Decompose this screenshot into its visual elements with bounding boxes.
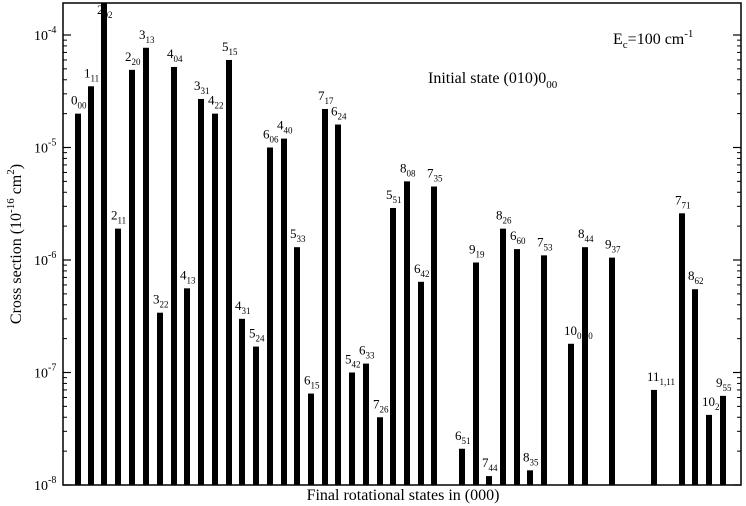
- bar-label: 515: [222, 39, 238, 57]
- bar-3-22: [157, 312, 163, 485]
- bar-label: 717: [318, 88, 334, 106]
- bar-7-44: [486, 476, 492, 485]
- bar-label: 220: [125, 49, 141, 67]
- bar-7-53: [541, 255, 547, 485]
- bar-7-71: [679, 213, 685, 485]
- bar-4-22: [212, 113, 218, 485]
- bar-8-08: [404, 181, 410, 485]
- bar-8-26: [500, 228, 506, 486]
- bar-label: 955: [716, 375, 732, 393]
- bar-label: 542: [345, 352, 361, 370]
- bar-9-37: [609, 257, 615, 485]
- y-tick-label: 10-6: [34, 250, 56, 269]
- bar-label: 615: [304, 373, 320, 391]
- bar-6-06: [267, 147, 273, 485]
- bar-5-51: [390, 207, 396, 485]
- bar-8-35: [527, 470, 533, 485]
- bar-label: 642: [414, 261, 430, 279]
- plot-frame: [62, 2, 742, 486]
- bar-3-13: [143, 47, 149, 485]
- y-tick-label: 10-5: [34, 138, 56, 157]
- bar-6-15: [308, 393, 314, 485]
- bar-label: 331: [194, 78, 210, 96]
- bar-label: 735: [427, 166, 443, 184]
- y-tick-label: 10-8: [34, 475, 56, 494]
- bar-label: 524: [249, 326, 265, 344]
- bar-4-04: [171, 66, 177, 486]
- bar-label: 771: [675, 192, 691, 210]
- bar-label: 111,11: [647, 369, 675, 387]
- collision-energy-annotation: Ec=100 cm-1: [613, 28, 693, 51]
- bar-label: 862: [688, 268, 704, 286]
- bar-label: 844: [578, 226, 594, 244]
- bar-label: 211: [111, 208, 126, 226]
- bar-4-13: [184, 288, 190, 485]
- bar-label: 826: [496, 208, 512, 226]
- bar-label: 322: [153, 292, 169, 310]
- bar-7-17: [322, 108, 328, 485]
- bar-label: 1028: [702, 394, 725, 412]
- bar-label: 533: [290, 226, 306, 244]
- bar-9-19: [473, 262, 479, 485]
- x-axis-title: Final rotational states in (000): [307, 487, 500, 504]
- bar-label: 440: [277, 118, 293, 136]
- bar-7-26: [377, 417, 383, 485]
- bar-label: 431: [235, 298, 251, 316]
- bar-5-24: [253, 346, 259, 485]
- bar-label: 937: [605, 237, 621, 255]
- bar-label: 111: [84, 65, 99, 83]
- bar-4-40: [281, 138, 287, 486]
- bar-7-35: [431, 186, 437, 485]
- bar-label: 660: [510, 228, 526, 246]
- bar-2-02: [101, 3, 107, 485]
- y-axis-ticks: 10-8 10-7 10-6 10-5 10-4: [34, 25, 741, 494]
- bar-label: 624: [331, 104, 347, 122]
- bar-5-42: [349, 372, 355, 485]
- bars-layer: [75, 3, 726, 486]
- bar-5-33: [294, 247, 300, 485]
- bar-label: 202: [97, 2, 113, 20]
- bar-label: 726: [373, 396, 389, 414]
- bar-6-33: [363, 363, 369, 485]
- bar-5-15: [226, 59, 232, 486]
- bar-label: 633: [359, 343, 375, 361]
- bar-label: 808: [400, 160, 416, 178]
- bar-label: 919: [469, 242, 485, 260]
- bar-2-11: [115, 228, 121, 486]
- bar-label: 404: [167, 46, 183, 64]
- bar-11-1-11: [651, 389, 657, 485]
- bar-label: 753: [537, 234, 553, 252]
- y-tick-label: 10-7: [34, 363, 56, 382]
- bar-6-24: [335, 124, 341, 485]
- bar-10-0-10: [568, 343, 574, 485]
- bar-label: 551: [386, 187, 402, 205]
- bar-6-60: [514, 249, 520, 485]
- bar-6-51: [459, 448, 465, 485]
- bar-label: 744: [482, 455, 498, 473]
- bar-0-00: [75, 113, 81, 485]
- bar-label: 835: [523, 449, 539, 467]
- bar-label: 000: [71, 93, 87, 111]
- bar-9-55: [720, 395, 726, 485]
- bar-4-31: [239, 318, 245, 485]
- bar-label: 413: [180, 267, 196, 285]
- bar-label: 606: [263, 127, 279, 145]
- bar-label: 651: [455, 428, 471, 446]
- bar-3-31: [198, 98, 204, 486]
- y-axis-title: Cross section (10-16 cm2): [5, 164, 25, 324]
- bar-2-20: [129, 69, 135, 486]
- initial-state-annotation: Initial state (010)000: [428, 70, 558, 91]
- bar-8-62: [692, 289, 698, 485]
- bar-label: 422: [208, 93, 224, 111]
- y-tick-label: 10-4: [34, 25, 56, 44]
- bar-label: 313: [139, 27, 155, 45]
- bar-10-28: [706, 414, 712, 485]
- bar-6-42: [418, 281, 424, 485]
- bar-1-11: [88, 86, 94, 485]
- bar-8-44: [582, 247, 588, 485]
- bar-label: 100,10: [564, 323, 593, 341]
